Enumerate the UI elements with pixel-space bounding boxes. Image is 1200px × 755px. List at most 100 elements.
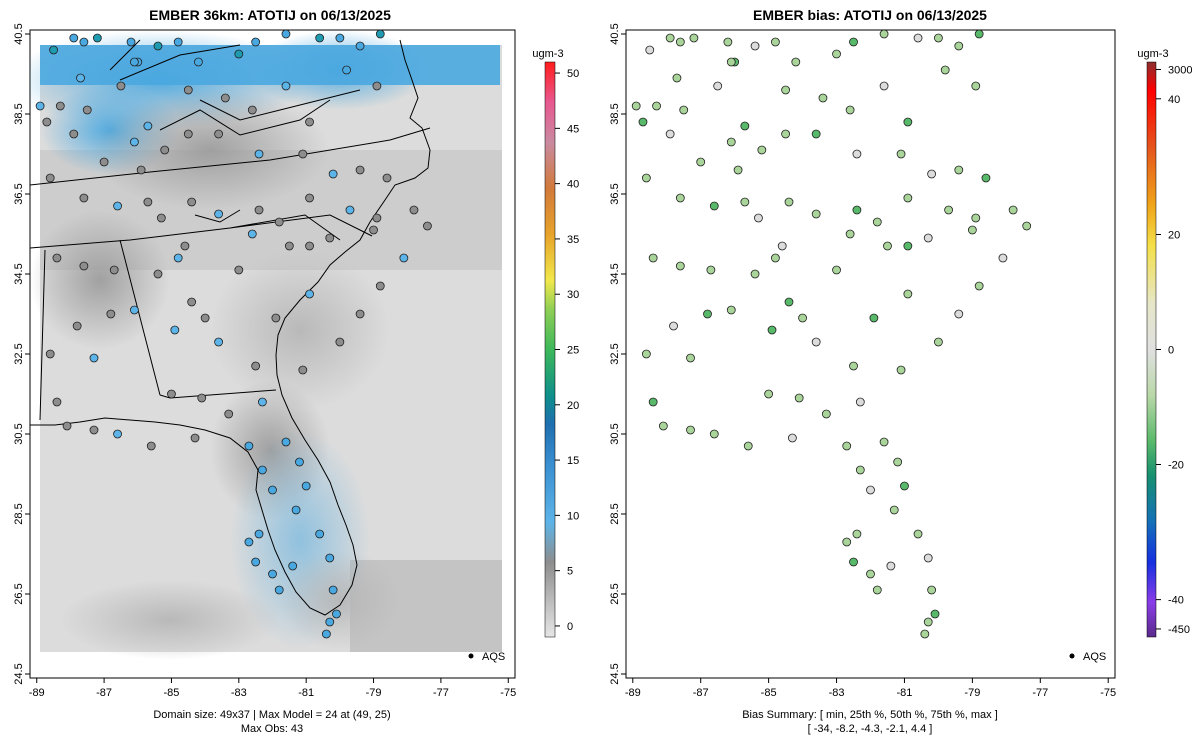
colorbar-tick-label: -20 — [1168, 460, 1184, 472]
station-marker — [726, 57, 736, 67]
station-marker — [842, 537, 852, 547]
station-marker — [645, 45, 655, 55]
left-station-markers — [35, 30, 432, 639]
station-marker — [686, 353, 695, 363]
station-marker — [194, 57, 203, 67]
station-marker — [268, 569, 277, 579]
station-marker — [913, 33, 923, 43]
left-caption-line1: Domain size: 49x37 | Max Model = 24 at (… — [153, 709, 390, 721]
station-marker — [889, 505, 899, 515]
station-marker — [214, 337, 224, 347]
station-marker — [274, 217, 284, 227]
colorbar-tick-label: 15 — [567, 455, 579, 467]
station-marker — [82, 105, 92, 115]
station-marker — [754, 213, 763, 223]
station-marker — [130, 57, 139, 67]
station-marker — [106, 309, 116, 319]
station-marker — [247, 105, 257, 115]
station-marker — [332, 609, 341, 619]
station-marker — [295, 457, 304, 467]
station-marker — [832, 265, 841, 275]
station-marker — [781, 85, 791, 95]
station-marker — [130, 137, 139, 147]
station-marker — [740, 121, 750, 131]
station-marker — [832, 49, 841, 59]
x-tick-label: -89 — [29, 687, 45, 699]
station-marker — [723, 37, 733, 47]
right-station-markers — [631, 30, 1032, 639]
x-tick-label: -75 — [1100, 687, 1116, 699]
station-marker — [726, 137, 736, 147]
station-marker — [981, 173, 991, 183]
station-marker — [224, 409, 234, 419]
station-marker — [160, 145, 170, 155]
station-marker — [116, 81, 126, 91]
station-marker — [896, 149, 906, 159]
station-marker — [76, 73, 85, 83]
station-marker — [52, 253, 62, 263]
y-tick-label: 38.5 — [13, 103, 25, 124]
y-tick-label: 36.5 — [609, 183, 621, 204]
station-marker — [866, 485, 875, 495]
colorbar-tick-label: 25 — [567, 345, 579, 357]
station-marker — [369, 225, 378, 235]
x-tick-label: -79 — [366, 687, 382, 699]
station-marker — [372, 81, 382, 91]
station-marker — [923, 233, 933, 243]
station-marker — [257, 397, 267, 407]
station-marker — [180, 241, 190, 251]
right-colorbar — [1146, 61, 1157, 638]
colorbar-tick-label: 0 — [567, 621, 573, 633]
x-tick-label: -87 — [693, 687, 709, 699]
y-tick-label: 34.5 — [609, 263, 621, 284]
station-marker — [55, 101, 65, 111]
station-marker — [998, 253, 1008, 263]
station-marker — [257, 465, 267, 475]
right-caption-line1: Bias Summary: [ min, 25th %, 50th %, 75t… — [742, 709, 998, 721]
station-marker — [325, 553, 335, 563]
station-marker — [247, 229, 257, 239]
station-marker — [974, 281, 984, 291]
left-axes: -89 -87 -85 -83 -81 -79 -77 -75 24.5 26.5 28.5 30.5… — [13, 23, 516, 699]
station-marker — [214, 209, 224, 219]
station-marker — [109, 265, 119, 275]
right-legend-label: AQS — [1083, 651, 1106, 663]
station-marker — [849, 37, 858, 47]
station-marker — [845, 105, 855, 115]
station-marker — [900, 481, 909, 491]
model-field-pennsylvania — [250, 30, 430, 110]
colorbar-tick-label: 5 — [567, 566, 573, 578]
station-marker — [325, 617, 335, 627]
station-marker — [328, 169, 338, 179]
station-marker — [335, 33, 345, 43]
station-marker — [173, 253, 183, 263]
station-marker — [254, 205, 264, 215]
station-marker — [399, 253, 409, 263]
station-marker — [740, 197, 750, 207]
coastline — [30, 39, 431, 616]
station-marker — [954, 41, 964, 51]
y-tick-label: 24.5 — [609, 663, 621, 684]
station-marker — [903, 117, 913, 127]
station-marker — [372, 213, 382, 223]
x-tick-label: -85 — [164, 687, 180, 699]
station-marker — [325, 233, 335, 243]
y-tick-label: 24.5 — [13, 663, 25, 684]
station-marker — [750, 41, 760, 51]
station-marker — [244, 537, 254, 547]
station-marker — [375, 281, 385, 291]
x-tick-label: -83 — [829, 687, 845, 699]
station-marker — [845, 229, 855, 239]
station-marker — [305, 117, 314, 127]
station-marker — [903, 241, 913, 251]
station-marker — [726, 305, 736, 315]
model-field-west-virginia — [90, 90, 330, 210]
station-marker — [143, 121, 153, 131]
station-marker — [197, 393, 207, 403]
station-marker — [183, 85, 193, 95]
station-marker — [284, 241, 294, 251]
station-marker — [703, 309, 712, 319]
station-marker — [771, 253, 780, 263]
station-marker — [879, 81, 889, 91]
station-marker — [784, 197, 794, 207]
